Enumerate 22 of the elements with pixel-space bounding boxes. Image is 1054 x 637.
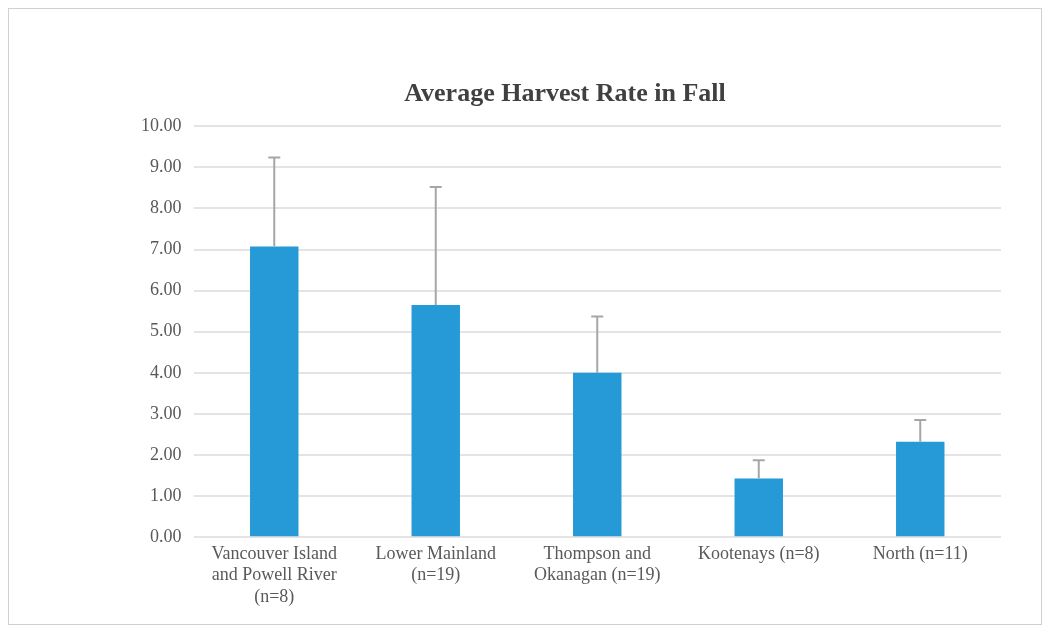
bar [411, 304, 460, 537]
y-tick-label: 2.00 [150, 443, 182, 464]
y-tick-label: 0.00 [150, 525, 182, 546]
x-tick-label: Kootenays (n=8) [697, 542, 820, 564]
y-tick-label: 7.00 [150, 238, 182, 259]
x-tick-label: North (n=11) [872, 542, 968, 564]
y-tick-label: 9.00 [150, 156, 182, 177]
chart-title: Average Harvest Rate in Fall [404, 78, 726, 108]
y-tick-label: 1.00 [150, 484, 182, 505]
y-tick-label: 8.00 [150, 197, 182, 218]
y-tick-label: 4.00 [150, 361, 182, 382]
bar [896, 441, 945, 537]
y-tick-label: 6.00 [150, 279, 182, 300]
bar [734, 478, 783, 537]
x-tick-label: Vancouver Island and Powell River (n=8) [211, 542, 337, 607]
x-tick-label: Thompson and Okanagan (n=19) [533, 542, 661, 586]
y-tick-label: 10.00 [141, 114, 182, 135]
bar [250, 246, 299, 537]
x-tick-label: Lower Mainland (n=19) [375, 542, 496, 586]
y-tick-label: 3.00 [150, 402, 182, 423]
y-tick-label: 5.00 [150, 320, 182, 341]
bar [573, 372, 622, 537]
